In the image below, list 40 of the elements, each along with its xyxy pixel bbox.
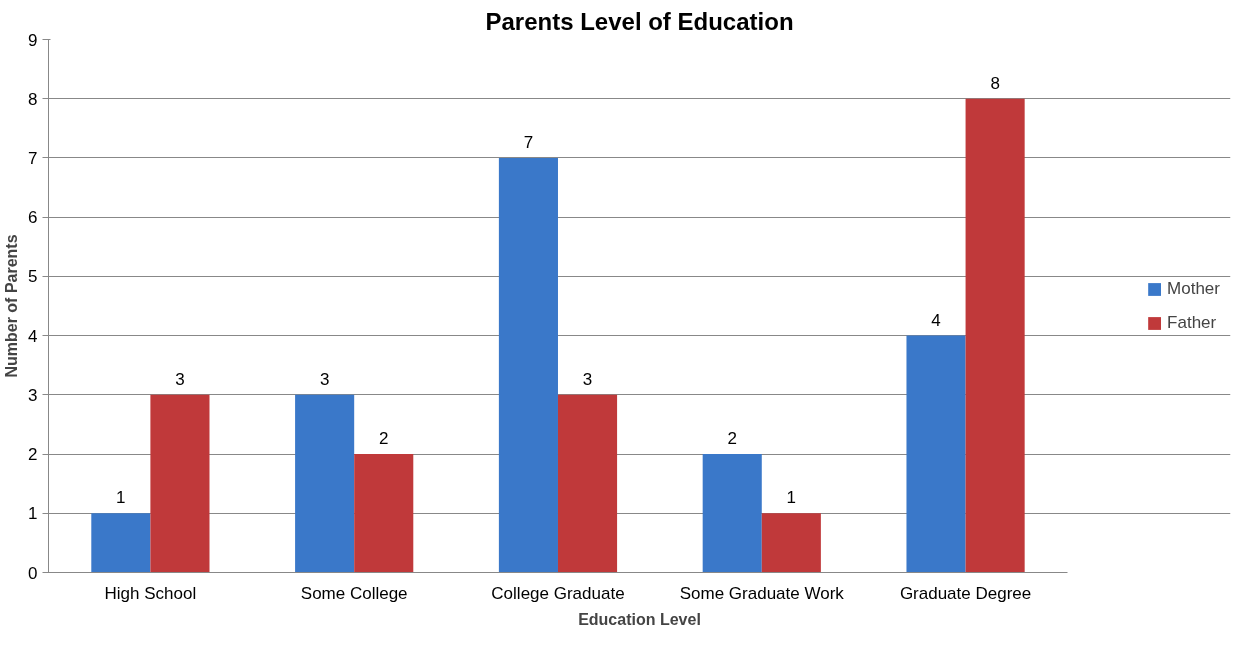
y-tick-label: 0 bbox=[28, 563, 38, 583]
bar bbox=[91, 513, 151, 573]
bar bbox=[295, 394, 355, 573]
y-tick-label: 7 bbox=[28, 148, 38, 168]
y-tick-label: 5 bbox=[28, 267, 38, 287]
x-tick-label: Some College bbox=[300, 583, 408, 603]
y-tick-label: 3 bbox=[28, 385, 38, 405]
y-tick-label: 6 bbox=[28, 208, 38, 228]
chart-title: Parents Level of Education bbox=[485, 7, 794, 35]
data-label: 4 bbox=[931, 310, 941, 330]
y-axis-title: Number of Parents bbox=[3, 234, 21, 378]
y-tick-label: 4 bbox=[28, 326, 38, 346]
bar bbox=[702, 454, 762, 573]
bar bbox=[906, 335, 966, 573]
data-label: 1 bbox=[116, 488, 126, 508]
data-label: 1 bbox=[786, 488, 797, 508]
x-tick-label: Some Graduate Work bbox=[679, 583, 845, 603]
x-tick-label: College Graduate bbox=[491, 583, 625, 603]
bar bbox=[965, 98, 1025, 573]
data-label: 3 bbox=[175, 369, 185, 389]
data-label: 7 bbox=[523, 132, 534, 152]
y-tick-label: 9 bbox=[28, 30, 38, 50]
bar bbox=[150, 394, 210, 573]
data-label: 3 bbox=[582, 369, 593, 389]
bar bbox=[354, 454, 414, 573]
data-label: 2 bbox=[379, 429, 389, 449]
y-tick-label: 2 bbox=[28, 445, 38, 465]
x-axis-title: Education Level bbox=[578, 610, 701, 628]
data-label: 8 bbox=[990, 73, 1000, 93]
legend-label: Mother bbox=[1167, 278, 1220, 299]
data-label: 2 bbox=[727, 429, 737, 449]
y-tick-label: 8 bbox=[28, 89, 38, 109]
legend-label: Father bbox=[1167, 312, 1217, 333]
bar bbox=[498, 157, 558, 573]
x-tick-label: Graduate Degree bbox=[899, 583, 1032, 603]
x-tick-label: High School bbox=[104, 583, 197, 603]
y-tick-label: 1 bbox=[28, 504, 38, 524]
data-label: 3 bbox=[319, 369, 330, 389]
bar bbox=[557, 394, 618, 573]
bar bbox=[761, 513, 821, 573]
